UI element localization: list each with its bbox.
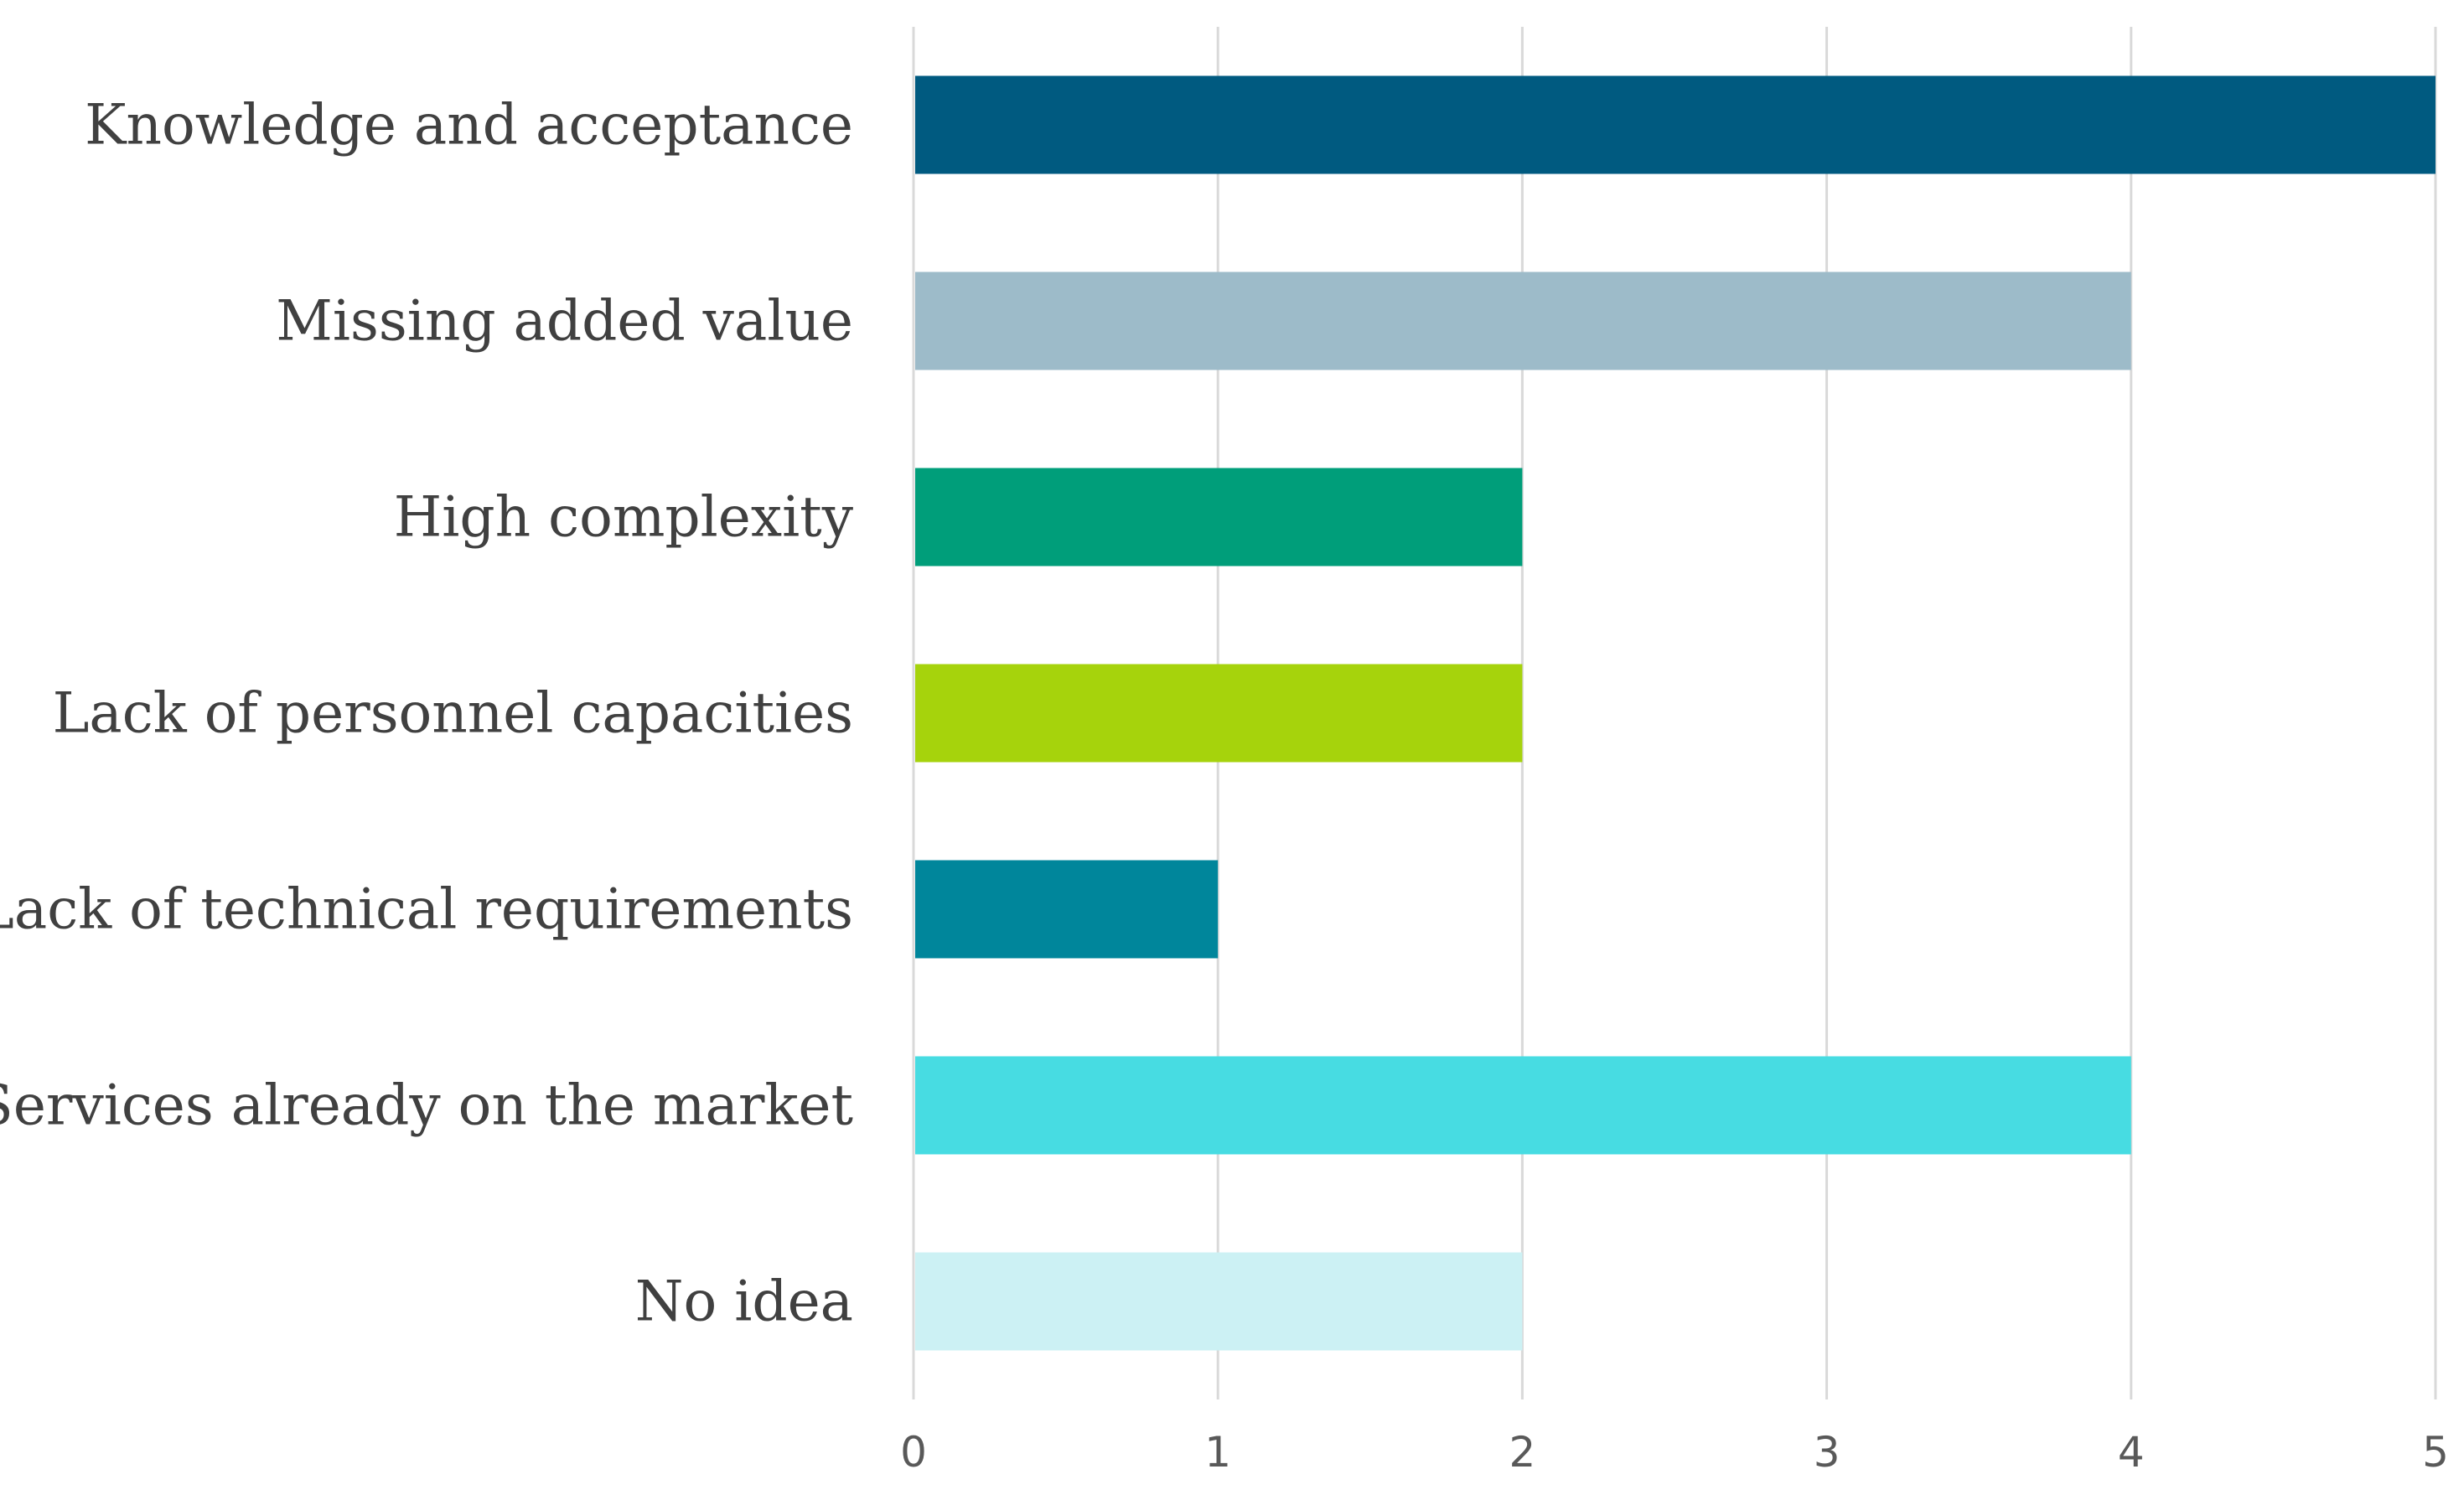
category-label: High complexity [394, 485, 854, 550]
bar-no-idea [915, 1252, 1523, 1351]
category-label: Services already on the market [0, 1073, 853, 1138]
bar-lack-of-technical-requirements [915, 860, 1219, 959]
bar-missing-added-value [915, 272, 2131, 370]
bar-lack-of-personnel-capacities [915, 664, 1523, 763]
category-label: Lack of technical requirements [0, 877, 853, 942]
category-label: Missing added value [276, 289, 853, 354]
x-tick-label-5: 5 [2422, 1428, 2449, 1477]
bars [915, 75, 2436, 1351]
x-tick-label-0: 0 [900, 1428, 927, 1477]
x-tick-labels: 0 1 2 3 4 5 [900, 1428, 2449, 1477]
category-label: Lack of personnel capacities [53, 681, 853, 746]
x-tick-label-2: 2 [1509, 1428, 1535, 1477]
bar-high-complexity [915, 468, 1523, 566]
bar-knowledge-and-acceptance [915, 75, 2436, 174]
bar-services-already-on-the-market [915, 1056, 2131, 1155]
category-labels: Knowledge and acceptance Missing added va… [0, 93, 854, 1334]
category-label: No idea [635, 1270, 853, 1334]
category-label: Knowledge and acceptance [85, 93, 853, 158]
x-tick-label-4: 4 [2118, 1428, 2145, 1477]
x-tick-label-3: 3 [1814, 1428, 1840, 1477]
x-tick-label-1: 1 [1204, 1428, 1231, 1477]
